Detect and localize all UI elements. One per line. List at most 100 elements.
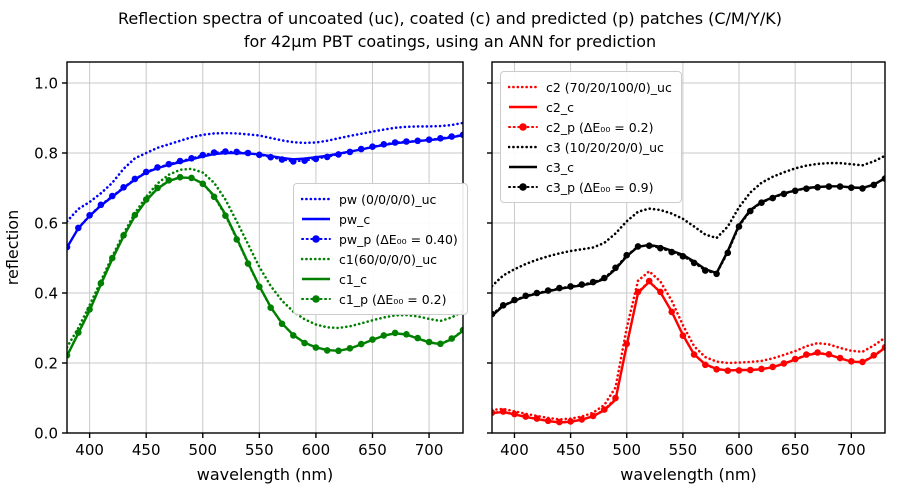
legend-label: c1_c (339, 271, 367, 287)
series-line-c2 (70/20/100/0)_uc (492, 269, 885, 421)
x-tick-label: 400 (75, 441, 104, 459)
series-marker (357, 340, 365, 348)
legend-sample-solid (302, 217, 330, 221)
series-marker (425, 338, 433, 346)
series-marker (747, 207, 754, 215)
series-marker (713, 270, 720, 278)
series-marker (814, 184, 821, 191)
series-marker (492, 409, 496, 416)
series-marker (188, 155, 195, 162)
series-marker (567, 283, 574, 290)
series-marker (791, 187, 799, 195)
series-marker (578, 416, 586, 423)
x-tick-label: 450 (132, 441, 161, 459)
x-tick-label: 650 (358, 441, 387, 459)
series-marker (645, 277, 653, 285)
series-marker (601, 274, 608, 282)
series-line-c2_p (ΔE₀₀ = 0.2) (492, 279, 885, 424)
series-marker (511, 410, 518, 418)
x-tick-label: 400 (500, 441, 529, 459)
series-marker (612, 264, 619, 272)
series-marker (403, 331, 410, 338)
series-marker (188, 174, 195, 182)
series-marker (836, 183, 844, 190)
ticks: 400 450 500 550 600 650 700 (487, 82, 866, 459)
series-marker (199, 180, 207, 188)
legend-sample-solid (509, 105, 537, 109)
series-marker (278, 320, 286, 328)
legend-sample-solid (302, 277, 330, 281)
series-marker (702, 267, 709, 274)
series-marker (769, 363, 776, 371)
series-marker (859, 358, 866, 366)
series-marker (165, 160, 173, 168)
series-marker (120, 232, 127, 239)
axes-spines (491, 61, 886, 434)
series-marker (67, 243, 71, 251)
legend-label: c2_p (ΔE₀₀ = 0.2) (546, 119, 654, 135)
series-marker (210, 193, 218, 201)
series-marker (210, 149, 218, 156)
legend-entry: c1_p (ΔE₀₀ = 0.2) (301, 289, 458, 309)
series-marker (323, 153, 331, 161)
legend-sample-dotted (301, 257, 331, 261)
y-tick-label: 0.4 (34, 285, 58, 303)
legend-sample-dotted (301, 197, 331, 201)
series-marker (668, 248, 675, 256)
legend-entry: c1(60/0/0/0)_uc (301, 249, 458, 269)
series-marker (312, 344, 320, 351)
series-marker (222, 212, 229, 219)
legend-label: c2 (70/20/100/0)_uc (546, 79, 672, 95)
x-tick-label: 550 (669, 441, 698, 459)
series-line-pw (0/0/0/0)_uc (67, 121, 463, 223)
series-marker (758, 199, 765, 206)
series-marker (848, 184, 855, 191)
series-marker (414, 334, 422, 342)
series-marker (290, 332, 297, 339)
series-marker (335, 347, 342, 355)
legend-entry: pw (0/0/0/0)_uc (301, 189, 458, 209)
series-marker (244, 149, 252, 157)
series-line-c3 (10/20/20/0)_uc (492, 154, 885, 288)
series-marker (791, 355, 799, 363)
series-marker (267, 304, 275, 312)
series-marker (109, 254, 116, 262)
series-marker (86, 212, 93, 219)
series-marker (244, 260, 252, 267)
series-marker (357, 145, 365, 153)
series-marker (533, 415, 541, 422)
series-marker (556, 418, 563, 426)
series-marker (836, 354, 844, 362)
series-marker (702, 361, 709, 369)
chart-title-line2: for 42μm PBT coatings, using an ANN for … (243, 32, 657, 51)
series-marker (459, 131, 463, 139)
legend-label: c1_p (ΔE₀₀ = 0.2) (339, 291, 447, 307)
series-marker (222, 148, 229, 155)
series-marker (346, 148, 354, 156)
legend-entry: c3_p (ΔE₀₀ = 0.9) (508, 177, 672, 197)
legend-entry: c1_c (301, 269, 458, 289)
legend-sample-dotted (508, 85, 538, 89)
series-marker (848, 358, 855, 365)
series-marker (255, 283, 263, 291)
series-marker (769, 194, 776, 202)
series-marker (391, 139, 399, 146)
y-tick-label: 0.0 (34, 425, 58, 443)
series-marker (544, 287, 552, 294)
series-marker (176, 173, 184, 181)
series-marker (522, 413, 529, 420)
legend-sample-dashdot_marker (301, 235, 331, 243)
legend-entry: c3 (10/20/20/0)_uc (508, 137, 672, 157)
series-marker (335, 151, 342, 158)
series-marker (255, 151, 263, 159)
x-tick-label: 700 (837, 441, 866, 459)
series-marker (369, 336, 376, 343)
x-tick-label: 700 (415, 441, 444, 459)
legend-entry: pw_c (301, 209, 458, 229)
series-marker (290, 158, 297, 165)
x-tick-label: 650 (781, 441, 810, 459)
series-marker (448, 133, 456, 140)
series-marker (634, 243, 642, 250)
legend-label: c3 (10/20/20/0)_uc (546, 139, 664, 155)
series-line-c2_c (492, 280, 885, 424)
